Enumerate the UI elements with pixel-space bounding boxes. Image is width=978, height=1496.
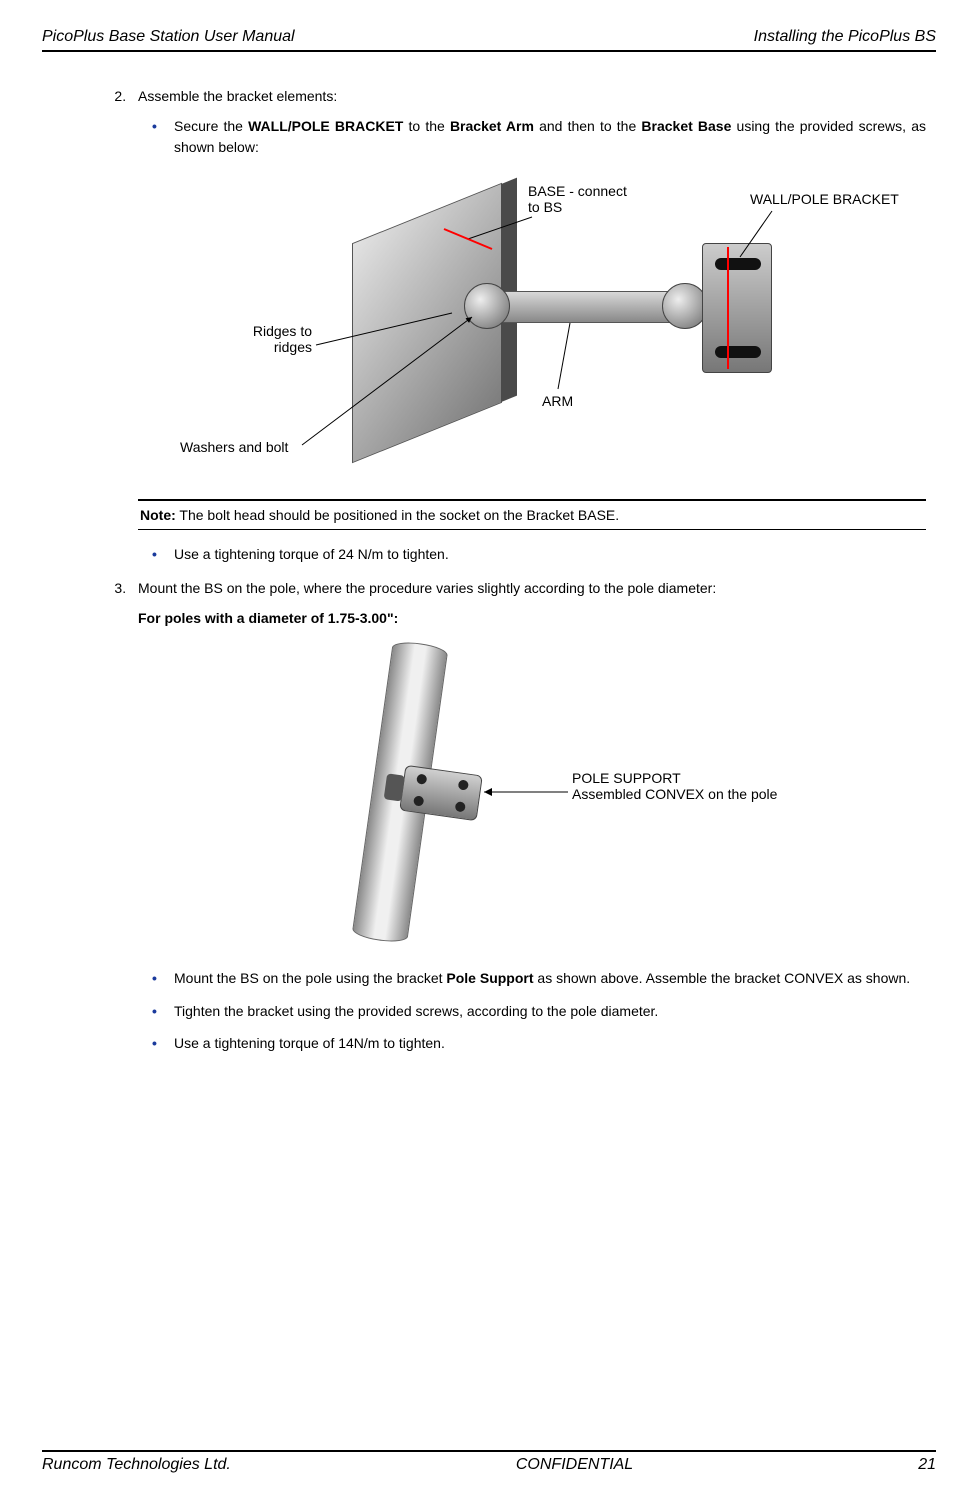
- footer-right: 21: [918, 1456, 936, 1474]
- step-2-bullet-2: Use a tightening torque of 24 N/m to tig…: [174, 544, 926, 564]
- label-wall-bracket: WALL/POLE BRACKET: [750, 191, 899, 207]
- step-3-bullet-1: Mount the BS on the pole using the brack…: [174, 968, 926, 988]
- page-footer: Runcom Technologies Ltd. CONFIDENTIAL 21: [42, 1450, 936, 1474]
- note-text: The bolt head should be positioned in th…: [176, 507, 619, 523]
- text-fragment: Mount the BS on the pole using the brack…: [174, 970, 446, 986]
- step-2: Assemble the bracket elements: Secure th…: [130, 86, 926, 564]
- text-bold: WALL/POLE BRACKET: [248, 118, 403, 134]
- label-arm: ARM: [542, 393, 573, 409]
- step-3-bullet-3: Use a tightening torque of 14N/m to tigh…: [174, 1033, 926, 1053]
- joint-shape: [464, 283, 510, 329]
- header-left: PicoPlus Base Station User Manual: [42, 28, 295, 46]
- step-3: Mount the BS on the pole, where the proc…: [130, 578, 926, 1053]
- figure-bracket-assembly: BASE - connect to BS WALL/POLE BRACKET A…: [172, 183, 892, 473]
- footer-center: CONFIDENTIAL: [516, 1456, 633, 1474]
- label-line: POLE SUPPORT: [572, 770, 802, 786]
- label-ridges: Ridges to ridges: [222, 323, 312, 355]
- text-bold: Bracket Base: [641, 118, 731, 134]
- step-2-bullets: Secure the WALL/POLE BRACKET to the Brac…: [138, 116, 926, 157]
- text-bold: Bracket Arm: [450, 118, 534, 134]
- text-fragment: Secure the: [174, 118, 248, 134]
- wall-bracket-shape: [702, 243, 772, 373]
- label-washers: Washers and bolt: [180, 439, 288, 455]
- step-2-text: Assemble the bracket elements:: [138, 86, 926, 106]
- text-fragment: to the: [403, 118, 450, 134]
- step-3-text: Mount the BS on the pole, where the proc…: [138, 578, 926, 598]
- footer-left: Runcom Technologies Ltd.: [42, 1456, 231, 1474]
- bolt-icon: [413, 796, 424, 807]
- bolt-icon: [416, 774, 427, 785]
- page: PicoPlus Base Station User Manual Instal…: [0, 0, 978, 1496]
- step-3-subhead: For poles with a diameter of 1.75-3.00":: [138, 610, 926, 626]
- step-2-bullet-1: Secure the WALL/POLE BRACKET to the Brac…: [174, 116, 926, 157]
- label-pole-support: POLE SUPPORT Assembled CONVEX on the pol…: [572, 770, 802, 802]
- header-right: Installing the PicoPlus BS: [754, 28, 936, 46]
- bolt-icon: [458, 780, 469, 791]
- note-label: Note:: [140, 507, 176, 523]
- step-2-bullets-2: Use a tightening torque of 24 N/m to tig…: [138, 544, 926, 564]
- content-area: Assemble the bracket elements: Secure th…: [42, 86, 936, 1053]
- step-3-bullet-2: Tighten the bracket using the provided s…: [174, 1001, 926, 1021]
- label-line: to BS: [528, 199, 627, 215]
- label-line: Assembled CONVEX on the pole: [572, 786, 802, 802]
- step-3-bullets: Mount the BS on the pole using the brack…: [138, 968, 926, 1053]
- label-line: Ridges to: [222, 323, 312, 339]
- note-box: Note: The bolt head should be positioned…: [138, 499, 926, 530]
- main-list: Assemble the bracket elements: Secure th…: [102, 86, 926, 1053]
- figure-pole-mount: POLE SUPPORT Assembled CONVEX on the pol…: [252, 642, 812, 952]
- text-bold: Pole Support: [446, 970, 533, 986]
- text-fragment: and then to the: [534, 118, 641, 134]
- bolt-icon: [455, 802, 466, 813]
- label-line: ridges: [222, 339, 312, 355]
- page-header: PicoPlus Base Station User Manual Instal…: [42, 28, 936, 52]
- label-base: BASE - connect to BS: [528, 183, 627, 215]
- text-fragment: as shown above. Assemble the bracket CON…: [534, 970, 911, 986]
- label-line: BASE - connect: [528, 183, 627, 199]
